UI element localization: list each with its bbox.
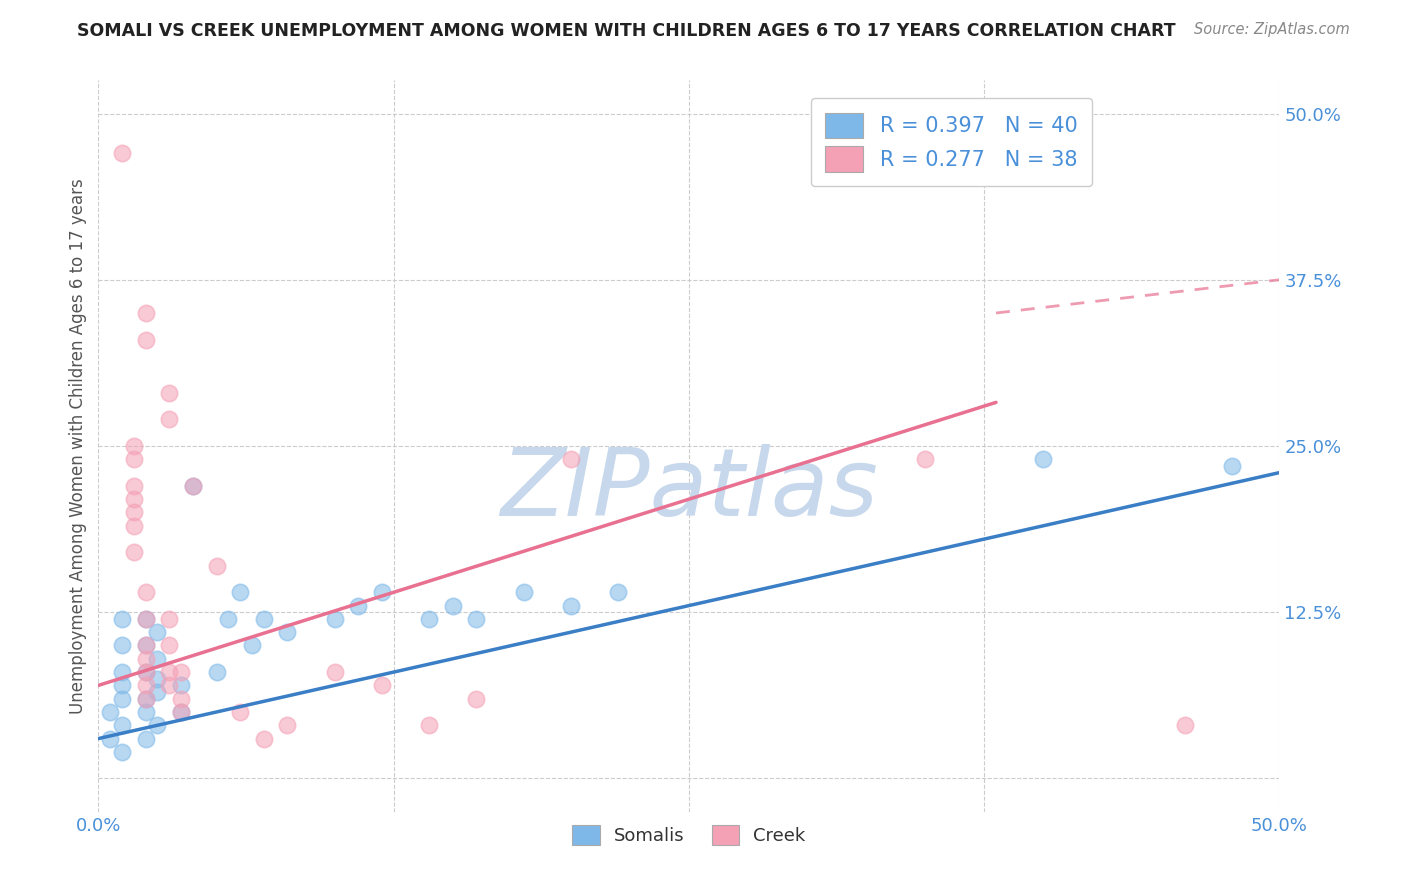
Point — [1032, 452, 1054, 467]
Point — [323, 612, 346, 626]
Text: SOMALI VS CREEK UNEMPLOYMENT AMONG WOMEN WITH CHILDREN AGES 6 TO 17 YEARS CORREL: SOMALI VS CREEK UNEMPLOYMENT AMONG WOMEN… — [77, 22, 1175, 40]
Point — [135, 705, 157, 719]
Point — [253, 612, 276, 626]
Point — [135, 585, 157, 599]
Point — [111, 665, 134, 679]
Point — [135, 731, 157, 746]
Point — [371, 678, 394, 692]
Point — [157, 385, 180, 400]
Point — [135, 678, 157, 692]
Point — [111, 718, 134, 732]
Point — [146, 685, 169, 699]
Point — [122, 452, 145, 467]
Point — [146, 625, 169, 640]
Point — [1174, 718, 1197, 732]
Point — [111, 745, 134, 759]
Point — [135, 306, 157, 320]
Point — [371, 585, 394, 599]
Point — [111, 639, 134, 653]
Point — [181, 479, 204, 493]
Point — [135, 639, 157, 653]
Point — [170, 678, 193, 692]
Point — [135, 333, 157, 347]
Point — [111, 678, 134, 692]
Legend: Somalis, Creek: Somalis, Creek — [564, 816, 814, 854]
Point — [914, 452, 936, 467]
Point — [135, 691, 157, 706]
Point — [135, 639, 157, 653]
Point — [217, 612, 239, 626]
Point — [135, 612, 157, 626]
Point — [276, 718, 298, 732]
Point — [122, 506, 145, 520]
Point — [229, 705, 252, 719]
Point — [157, 412, 180, 426]
Point — [560, 452, 582, 467]
Y-axis label: Unemployment Among Women with Children Ages 6 to 17 years: Unemployment Among Women with Children A… — [69, 178, 87, 714]
Point — [98, 705, 121, 719]
Point — [122, 439, 145, 453]
Point — [170, 691, 193, 706]
Point — [276, 625, 298, 640]
Point — [240, 639, 263, 653]
Point — [441, 599, 464, 613]
Point — [418, 718, 440, 732]
Point — [465, 612, 488, 626]
Point — [253, 731, 276, 746]
Point — [157, 639, 180, 653]
Point — [157, 665, 180, 679]
Point — [347, 599, 370, 613]
Point — [181, 479, 204, 493]
Point — [1220, 458, 1243, 473]
Point — [157, 678, 180, 692]
Point — [111, 612, 134, 626]
Point — [560, 599, 582, 613]
Point — [122, 518, 145, 533]
Point — [146, 652, 169, 666]
Point — [135, 665, 157, 679]
Point — [135, 652, 157, 666]
Point — [157, 612, 180, 626]
Point — [146, 718, 169, 732]
Point — [135, 612, 157, 626]
Point — [146, 672, 169, 686]
Point — [135, 665, 157, 679]
Point — [607, 585, 630, 599]
Point — [170, 705, 193, 719]
Point — [170, 665, 193, 679]
Text: Source: ZipAtlas.com: Source: ZipAtlas.com — [1194, 22, 1350, 37]
Point — [122, 545, 145, 559]
Point — [111, 691, 134, 706]
Point — [229, 585, 252, 599]
Point — [122, 492, 145, 507]
Point — [98, 731, 121, 746]
Point — [323, 665, 346, 679]
Point — [170, 705, 193, 719]
Point — [111, 146, 134, 161]
Point — [135, 691, 157, 706]
Point — [465, 691, 488, 706]
Point — [205, 665, 228, 679]
Point — [512, 585, 534, 599]
Point — [418, 612, 440, 626]
Point — [122, 479, 145, 493]
Text: ZIPatlas: ZIPatlas — [501, 444, 877, 535]
Point — [205, 558, 228, 573]
